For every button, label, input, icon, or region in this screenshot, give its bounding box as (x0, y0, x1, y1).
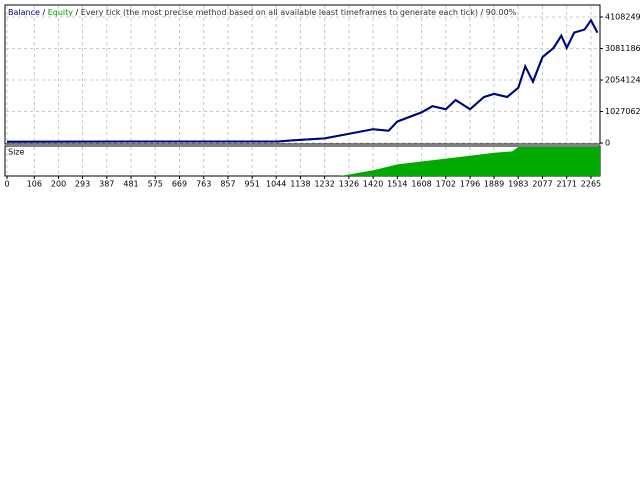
size-area (339, 147, 600, 176)
x-tick-label: 2077 (532, 180, 552, 189)
x-tick-label: 1514 (387, 180, 407, 189)
x-tick-label: 1326 (339, 180, 359, 189)
x-tick-label: 0 (4, 180, 9, 189)
series-line (6, 18, 599, 143)
separator: / (73, 8, 81, 17)
y-tick-label: 0 (605, 139, 610, 148)
x-tick-label: 1420 (363, 180, 383, 189)
x-tick-label: 106 (27, 180, 42, 189)
x-tick-label: 857 (220, 180, 235, 189)
x-tick-label: 1232 (314, 180, 334, 189)
legend-equity: Equity (48, 8, 74, 17)
y-tick-label: 20541246 (605, 76, 640, 85)
x-tick-label: 2265 (581, 180, 601, 189)
x-tick-label: 1702 (436, 180, 456, 189)
size-label: Size (8, 148, 25, 157)
x-tick-label: 1138 (290, 180, 310, 189)
y-tick-label: 30811869 (605, 44, 640, 53)
x-tick-label: 669 (172, 180, 187, 189)
x-tick-label: 575 (148, 180, 163, 189)
x-tick-label: 1889 (484, 180, 504, 189)
y-tick-label: 10270623 (605, 107, 640, 116)
x-tick-label: 1044 (266, 180, 286, 189)
description: Every tick (the most precise method base… (81, 8, 478, 17)
y-tick-label: 41082492 (605, 13, 640, 22)
x-tick-label: 387 (99, 180, 114, 189)
plot-layer: 0 106 200 293 387 481 575 669 763 857 951 1044 1138 1… (4, 6, 640, 189)
separator: / (40, 8, 48, 17)
x-tick-label: 951 (245, 180, 260, 189)
header: Balance / Equity / Every tick (the most … (8, 8, 517, 17)
x-tick-label: 1983 (508, 180, 528, 189)
legend-balance: Balance (8, 8, 40, 17)
x-tick-label: 1796 (460, 180, 480, 189)
quality: 90.00% (486, 8, 517, 17)
main-panel (4, 4, 601, 145)
x-tick-label: 1608 (411, 180, 431, 189)
x-tick-label: 2171 (557, 180, 577, 189)
x-tick-label: 763 (196, 180, 211, 189)
separator: / (478, 8, 486, 17)
x-tick-label: 200 (51, 180, 66, 189)
x-tick-label: 293 (75, 180, 90, 189)
x-tick-label: 481 (123, 180, 138, 189)
